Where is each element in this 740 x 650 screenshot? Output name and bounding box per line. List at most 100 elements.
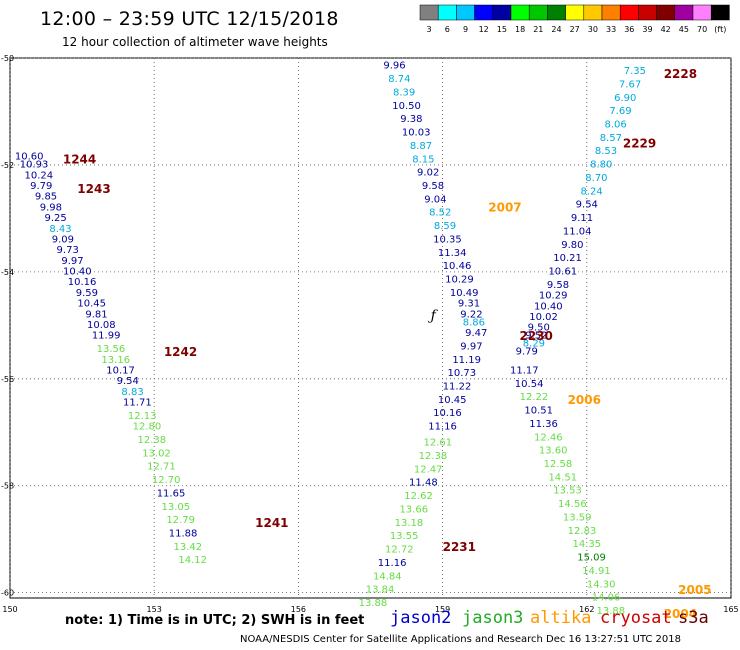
wave-height-point: 12.38 xyxy=(419,451,448,462)
wave-height-point: 14.84 xyxy=(373,571,402,582)
wave-height-point: 8.43 xyxy=(49,224,71,235)
wave-height-point: 10.45 xyxy=(77,299,106,310)
wave-height-point: 13.84 xyxy=(366,585,395,596)
wave-height-point: 8.29 xyxy=(523,339,545,350)
wave-height-point: 10.73 xyxy=(448,368,477,379)
wave-height-point: 12.46 xyxy=(534,432,563,443)
wave-height-point: 8.06 xyxy=(605,120,627,131)
wave-height-point: 11.88 xyxy=(169,529,198,540)
colorbar-label: 70 xyxy=(697,25,707,34)
lat-tick-label: -58 xyxy=(1,482,14,491)
colorbar-label: 9 xyxy=(463,25,468,34)
lat-tick-label: -56 xyxy=(1,375,14,384)
wave-height-point: 11.34 xyxy=(438,248,467,259)
wave-height-point: 9.52 xyxy=(525,331,547,342)
wave-height-point: 14.30 xyxy=(587,579,616,590)
wave-height-point: 13.60 xyxy=(539,446,568,457)
wave-height-point: 9.09 xyxy=(52,234,74,245)
wave-height-point: 12.79 xyxy=(166,515,195,526)
wave-height-point: 11.17 xyxy=(510,365,539,376)
wave-height-point: 9.98 xyxy=(40,202,62,213)
wave-height-point: 8.24 xyxy=(580,186,602,197)
wave-height-point: 11.22 xyxy=(443,381,472,392)
wave-height-point: 9.79 xyxy=(516,347,538,358)
colorbar-label: 45 xyxy=(679,25,689,34)
wave-height-point: 13.05 xyxy=(162,502,191,513)
lat-tick-label: -60 xyxy=(1,589,14,598)
wave-height-point: 11.16 xyxy=(378,558,407,569)
wave-height-point: 9.80 xyxy=(561,240,583,251)
wave-height-point: 11.36 xyxy=(529,419,558,430)
wave-height-point: 10.21 xyxy=(553,253,582,264)
colorbar-label: 24 xyxy=(551,25,561,34)
wave-height-point: 10.02 xyxy=(529,312,558,323)
wave-height-point: 14.12 xyxy=(178,555,207,566)
wave-height-point: 13.18 xyxy=(395,518,424,529)
wave-height-point: 9.50 xyxy=(528,323,550,334)
wave-height-point: 12.13 xyxy=(128,411,157,422)
lat-tick-label: -50 xyxy=(1,54,14,63)
track-time-label: 2005 xyxy=(678,583,711,597)
lon-tick-label: 159 xyxy=(435,605,450,614)
lon-tick-label: 156 xyxy=(291,605,306,614)
wave-height-point: 8.52 xyxy=(429,208,451,219)
track-time-label: 2007 xyxy=(488,201,521,215)
wave-height-point: 12.47 xyxy=(414,464,443,475)
wave-height-point: 7.35 xyxy=(624,66,646,77)
wave-height-point: 9.79 xyxy=(30,181,52,192)
wave-height-point: 9.22 xyxy=(460,309,482,320)
wave-height-point: 10.08 xyxy=(87,320,116,331)
wave-height-point: 8.70 xyxy=(585,173,607,184)
wave-height-point: 9.58 xyxy=(547,280,569,291)
wave-height-point: 13.02 xyxy=(142,448,171,459)
track-time-label: 1243 xyxy=(77,182,110,196)
track-time-label: 2228 xyxy=(664,67,697,81)
wave-height-point: 8.15 xyxy=(412,154,434,165)
wave-height-point: 9.31 xyxy=(458,299,480,310)
colorbar-label: 12 xyxy=(479,25,489,34)
legend-jason3: jason3 xyxy=(462,608,524,628)
wave-height-point: 10.45 xyxy=(438,395,467,406)
wave-height-point: 12.61 xyxy=(423,438,452,449)
wave-height-point: 12.71 xyxy=(147,462,176,473)
wave-height-point: 8.87 xyxy=(410,141,432,152)
wave-height-point: 10.29 xyxy=(539,291,568,302)
wave-height-point: 13.66 xyxy=(399,504,428,515)
colorbar-label: 3 xyxy=(427,25,432,34)
credit-line: NOAA/NESDIS Center for Satellite Applica… xyxy=(240,634,682,645)
lon-tick-label: 153 xyxy=(147,605,162,614)
wave-height-point: 9.02 xyxy=(417,168,439,179)
wave-height-point: 10.50 xyxy=(392,101,421,112)
wave-height-point: 12.58 xyxy=(544,459,573,470)
wave-height-point: 12.70 xyxy=(152,475,181,486)
colorbar-label: (ft) xyxy=(714,25,726,34)
track-time-label: 2229 xyxy=(623,137,656,151)
legend-cryosat: cryosat xyxy=(600,608,672,628)
wave-height-point: 10.60 xyxy=(15,152,44,163)
wave-height-point: 14.56 xyxy=(558,499,587,510)
wave-height-point: 9.47 xyxy=(465,328,487,339)
wave-height-point: 8.80 xyxy=(590,160,612,171)
track-time-label: 2230 xyxy=(520,329,553,343)
wave-height-point: 10.24 xyxy=(25,170,54,181)
wave-height-point: 8.74 xyxy=(388,74,410,85)
wave-height-point: 9.97 xyxy=(61,256,83,267)
wave-height-point: 14.06 xyxy=(592,593,621,604)
track-time-label: 2004 xyxy=(664,607,697,621)
lat-tick-label: -54 xyxy=(1,268,14,277)
wave-height-point: 7.69 xyxy=(609,106,631,117)
wave-height-point: 10.40 xyxy=(63,267,92,278)
track-time-label: 1244 xyxy=(63,153,96,167)
wave-height-point: 8.53 xyxy=(595,146,617,157)
wave-height-point: 10.17 xyxy=(106,365,135,376)
colorbar-label: 42 xyxy=(661,25,671,34)
page-subtitle: 12 hour collection of altimeter wave hei… xyxy=(62,35,328,49)
wave-height-point: 15.09 xyxy=(577,553,606,564)
wave-height-point: 10.61 xyxy=(548,267,577,278)
colorbar-label: 15 xyxy=(497,25,507,34)
colorbar-label: 27 xyxy=(570,25,580,34)
wave-height-point: 10.54 xyxy=(515,379,544,390)
wave-height-point: 13.16 xyxy=(101,355,130,366)
wave-height-point: 11.04 xyxy=(563,226,592,237)
